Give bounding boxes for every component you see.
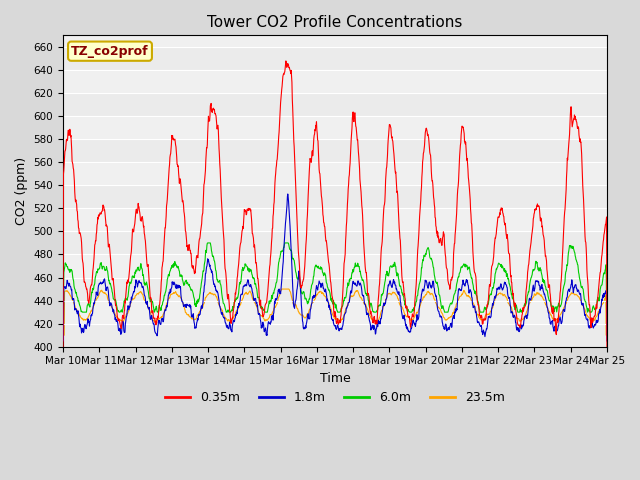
1.8m (286, 223, 294, 229)
Y-axis label: CO2 (ppm): CO2 (ppm) (15, 157, 28, 225)
Bar (63, 47, 607, 70)
Line: 23.5m: 23.5m (63, 289, 607, 335)
0.35m (179, 199, 187, 205)
0.35m (555, 308, 563, 314)
0.35m (286, 68, 294, 73)
6.0m (603, 309, 611, 315)
0.35m (59, 344, 67, 349)
Legend: 0.35m, 1.8m, 6.0m, 23.5m: 0.35m, 1.8m, 6.0m, 23.5m (160, 386, 510, 409)
23.5m (273, 302, 280, 308)
6.0m (419, 259, 426, 264)
6.0m (204, 240, 212, 246)
0.35m (603, 344, 611, 349)
23.5m (286, 288, 294, 294)
Bar (63, 139, 607, 162)
23.5m (59, 332, 67, 338)
23.5m (179, 301, 187, 307)
6.0m (286, 246, 294, 252)
1.8m (179, 301, 187, 307)
6.0m (508, 294, 516, 300)
23.5m (603, 332, 611, 338)
Line: 6.0m: 6.0m (63, 243, 607, 312)
1.8m (284, 191, 292, 197)
X-axis label: Time: Time (319, 372, 350, 385)
1.8m (603, 338, 611, 344)
23.5m (278, 286, 286, 292)
1.8m (419, 286, 426, 292)
6.0m (273, 278, 281, 284)
0.35m (419, 159, 426, 165)
23.5m (555, 314, 563, 320)
Bar (63, 185, 607, 208)
6.0m (555, 302, 563, 308)
23.5m (508, 308, 516, 313)
Bar (63, 277, 607, 300)
1.8m (59, 338, 67, 344)
1.8m (508, 309, 516, 315)
0.35m (282, 58, 290, 64)
Bar (63, 93, 607, 116)
6.0m (179, 280, 187, 286)
Bar (63, 231, 607, 254)
6.0m (59, 309, 67, 315)
0.35m (508, 287, 516, 292)
Title: Tower CO2 Profile Concentrations: Tower CO2 Profile Concentrations (207, 15, 463, 30)
Text: TZ_co2prof: TZ_co2prof (71, 45, 149, 58)
Line: 0.35m: 0.35m (63, 61, 607, 347)
Bar (63, 324, 607, 347)
23.5m (419, 297, 426, 303)
1.8m (555, 319, 563, 325)
1.8m (273, 296, 280, 302)
0.35m (273, 163, 280, 168)
Line: 1.8m: 1.8m (63, 194, 607, 341)
